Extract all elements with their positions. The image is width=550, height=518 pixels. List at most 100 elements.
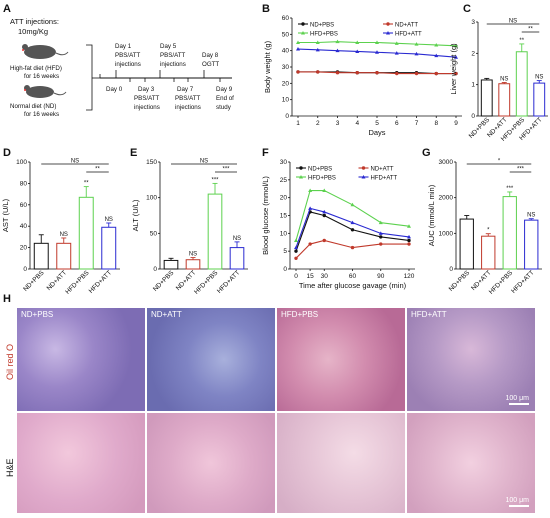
y-tick-label: 0 <box>153 266 157 273</box>
data-point <box>395 71 399 76</box>
panel-letter: G <box>422 147 431 159</box>
data-point <box>296 70 300 74</box>
bracket-label: ** <box>95 167 100 173</box>
data-point <box>322 188 327 193</box>
day1-l2: PBS/ATT <box>115 52 141 59</box>
injection-title: ATT injections: <box>10 17 59 26</box>
micrograph-oil-hfd-att: HFD+ATT 100 μm <box>407 308 535 411</box>
day3-l2: PBS/ATT <box>134 95 160 102</box>
legend-label: HFD+PBS <box>308 176 336 182</box>
bracket-label: *** <box>222 167 230 173</box>
data-point <box>407 234 411 239</box>
hfd-label-2: for 16 weeks <box>24 73 59 80</box>
panel-letter: C <box>463 3 471 15</box>
data-point <box>355 71 359 75</box>
legend-marker <box>299 175 303 179</box>
bracket-label: NS <box>200 159 208 165</box>
bar-ND+ATT <box>481 235 496 270</box>
bar-ND+ATT <box>56 242 72 270</box>
panel-a-letter: A <box>3 3 11 15</box>
data-point <box>375 50 379 54</box>
micrograph-he-hfd-att: 100 μm <box>407 413 535 513</box>
legend-label: ND+PBS <box>310 23 334 29</box>
y-tick-label: 0 <box>283 266 287 273</box>
x-tick-label: HFD+PBS <box>64 269 91 296</box>
legend-marker <box>386 31 390 35</box>
bar-ND+ATT <box>498 83 511 117</box>
y-tick-label: 60 <box>20 202 28 209</box>
y-tick-label: 0 <box>449 266 453 273</box>
y-tick-label: 15 <box>280 213 288 220</box>
bar-HFD+PBS <box>78 196 94 270</box>
series-line-HFD+ATT <box>295 207 410 248</box>
y-axis-label: AUC (mmol/L min) <box>427 184 436 246</box>
y-tick-label: 1 <box>471 82 475 89</box>
data-point <box>407 224 411 228</box>
y-axis-label: Liver weight (g) <box>449 43 458 95</box>
data-point <box>407 242 411 246</box>
legend-label: HFD+ATT <box>371 176 398 182</box>
panel-h-letter: H <box>3 293 11 305</box>
data-point <box>294 245 298 250</box>
data-point <box>315 40 320 44</box>
bar-HFD+ATT <box>533 82 546 117</box>
panel-f-chart: F 0 5 10 15 20 25 30 Blood glucose (mmol/L) 0 15 30… <box>261 147 415 290</box>
data-point <box>434 53 439 58</box>
significance-mark: *** <box>211 177 219 183</box>
day9-l2: End of <box>216 95 234 102</box>
x-tick-label: 5 <box>375 120 379 127</box>
x-tick-label: 8 <box>434 120 438 127</box>
y-tick-label: 20 <box>20 245 28 252</box>
y-axis-label: ALT (U/L) <box>131 199 140 231</box>
y-tick-label: 30 <box>280 159 288 166</box>
data-point <box>335 48 340 53</box>
data-point <box>335 71 340 75</box>
x-tick-label: 90 <box>377 273 385 280</box>
day1-l3: injections <box>115 61 141 68</box>
legend-marker <box>361 175 366 179</box>
significance-mark: NS <box>60 232 68 238</box>
y-tick-label: 0 <box>471 113 475 120</box>
x-tick-label: 9 <box>454 120 458 127</box>
panel-letter: B <box>262 3 270 15</box>
legend-marker <box>299 166 303 170</box>
day9-l3: study <box>216 104 232 111</box>
data-point <box>315 47 320 52</box>
significance-mark: NS <box>189 252 197 258</box>
injection-dose: 10mg/Kg <box>18 27 48 36</box>
nd-label-2: for 16 weeks <box>24 111 59 118</box>
data-point <box>454 43 458 48</box>
data-point <box>414 51 419 56</box>
mouse-hfd-icon <box>22 44 69 59</box>
significance-mark: NS <box>105 217 113 223</box>
panel-b-chart: B 0 10 20 30 40 50 60 Body weight (g) 1 2 3 4 5 6 7 8 9 Da… <box>262 3 462 137</box>
y-tick-label: 60 <box>282 15 290 22</box>
legend-marker <box>301 31 305 35</box>
bar-ND+ATT <box>185 259 201 270</box>
data-point <box>378 220 383 225</box>
data-point <box>322 209 327 214</box>
legend-label: HFD+ATT <box>395 32 422 38</box>
series-line-ND+PBS <box>295 211 410 252</box>
data-point <box>379 235 383 239</box>
y-tick-label: 20 <box>280 195 288 202</box>
micrograph-oil-hfd-pbs: HFD+PBS <box>277 308 405 411</box>
significance-mark: NS <box>500 76 508 82</box>
day3-l1: Day 3 <box>138 86 155 93</box>
legend-marker <box>386 22 390 26</box>
day1-l1: Day 1 <box>115 43 132 50</box>
day8-l2: OGTT <box>202 61 219 68</box>
data-point <box>414 42 419 46</box>
day7-l1: Day 7 <box>177 86 194 93</box>
x-tick-label: ND+ATT <box>46 269 69 292</box>
data-point <box>454 71 458 76</box>
data-point <box>350 220 355 225</box>
series-line-ND+ATT <box>295 239 409 259</box>
legend-label: ND+PBS <box>308 167 332 173</box>
data-point <box>350 228 355 232</box>
panel-letter: F <box>262 147 269 159</box>
legend-label: ND+ATT <box>395 23 418 29</box>
micrograph-he-hfd-pbs <box>277 413 405 513</box>
bracket-label: ** <box>528 27 533 33</box>
